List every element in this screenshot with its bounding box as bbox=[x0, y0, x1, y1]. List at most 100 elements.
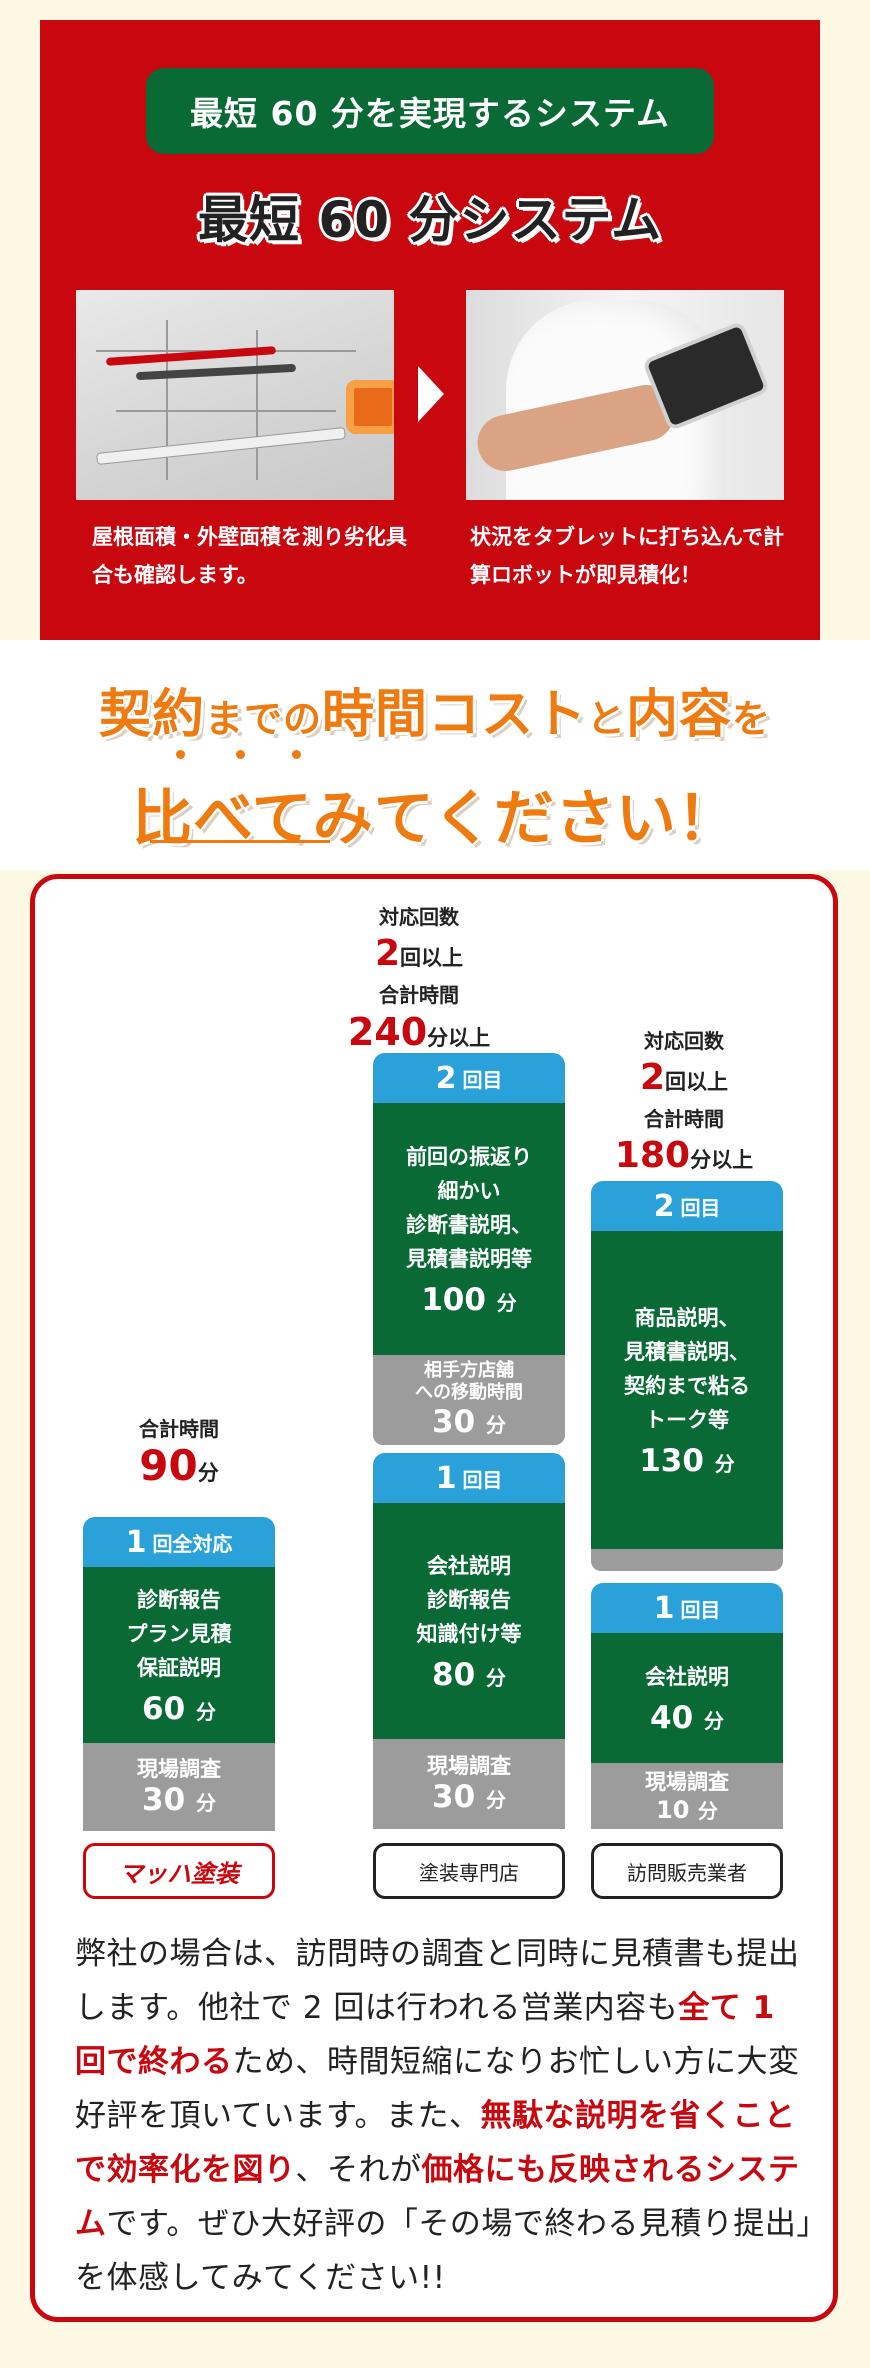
paragraph-emphasis: 全て 1 回で終わる bbox=[75, 1990, 775, 2080]
sales-content: 商品説明、 見積書説明、 契約まで粘る トーク等 130 分 bbox=[591, 1231, 783, 1549]
caption-tablet: 状況をタブレットに打ち込んで計算ロボットが即見積化！ bbox=[470, 525, 784, 587]
content-minutes: 130 分 bbox=[591, 1443, 783, 1479]
col1-block: 1 回全対応 診断報告 プラン見積 保証説明 60 分 現場調査 30 分 bbox=[83, 1517, 275, 1831]
vendor-door-to-door: 訪問販売業者 bbox=[591, 1843, 783, 1899]
blueprint-line bbox=[166, 320, 168, 480]
heading-word: を bbox=[732, 697, 772, 741]
block-header: 1 回目 bbox=[373, 1453, 565, 1503]
emphasis-dot bbox=[176, 750, 185, 759]
content-line: 診断書説明、 bbox=[406, 1213, 532, 1237]
tape-measure-icon bbox=[346, 380, 394, 434]
block-header: 2 回目 bbox=[591, 1181, 783, 1231]
survey-label: 現場調査 bbox=[427, 1754, 511, 1778]
content-line: 保証説明 bbox=[137, 1656, 221, 1680]
minutes-unit: 分 bbox=[485, 1788, 506, 1812]
minutes-value: 60 bbox=[142, 1691, 186, 1727]
emphasis-dot bbox=[236, 750, 245, 759]
heading-word: 契約 bbox=[98, 685, 205, 745]
content-line: 会社説明 bbox=[427, 1554, 511, 1578]
content-minutes: 40 分 bbox=[591, 1700, 783, 1736]
minutes-value: 30 bbox=[432, 1779, 476, 1815]
minutes-unit: 分 bbox=[714, 1452, 735, 1476]
visit-number: 1 bbox=[125, 1524, 147, 1560]
visit-number: 1 bbox=[435, 1460, 457, 1496]
explanation-paragraph: 弊社の場合は、訪問時の調査と同時に見積書も提出します。他社で 2 回は行われる営… bbox=[75, 1927, 815, 2305]
heading-line-1: 契約までの時間コストと内容を bbox=[0, 672, 870, 747]
compare-heading: 契約までの時間コストと内容を 比べてみてください！ bbox=[0, 640, 870, 870]
visit-count-value: 2 bbox=[639, 1057, 666, 1098]
col2-second-visit: 2 回目 前回の振返り 細かい 診断書説明、 見積書説明等 100 分 相手方店舗… bbox=[373, 1053, 565, 1445]
blueprint-photo bbox=[76, 290, 394, 500]
site-survey: 現場調査 30 分 bbox=[83, 1743, 275, 1831]
paragraph-emphasis: 無駄な説明を省くことで効率化を図り bbox=[75, 2098, 796, 2188]
total-time-unit: 分以上 bbox=[690, 1148, 754, 1172]
total-time-value: 90 bbox=[139, 1441, 198, 1490]
heading-underline bbox=[150, 840, 330, 843]
minutes-unit: 分 bbox=[485, 1413, 506, 1437]
heading-word: と bbox=[587, 697, 627, 741]
paragraph-emphasis: 価格にも反映されるシステム bbox=[75, 2152, 800, 2242]
col1-summary: 合計時間 90分 bbox=[83, 1415, 275, 1489]
minutes-unit: 分 bbox=[195, 1791, 216, 1815]
visit-number: 2 bbox=[653, 1188, 675, 1224]
sales-content: 診断報告 プラン見積 保証説明 60 分 bbox=[83, 1567, 275, 1743]
heading-line-2: 比べてみてください！ bbox=[132, 784, 738, 854]
total-time: 240分以上 bbox=[348, 1010, 490, 1054]
heading-word: までの bbox=[204, 697, 322, 741]
sales-content: 会社説明 診断報告 知識付け等 80 分 bbox=[373, 1503, 565, 1739]
survey-label: 現場調査 bbox=[645, 1769, 729, 1794]
site-survey: 現場調査 30 分 bbox=[373, 1739, 565, 1829]
col3-first-visit: 1 回目 会社説明 40 分 現場調査 10 分 bbox=[591, 1583, 783, 1829]
travel-label: 相手方店舗 bbox=[424, 1360, 514, 1381]
visit-count-unit: 回以上 bbox=[400, 946, 464, 970]
total-time: 180分以上 bbox=[615, 1135, 753, 1176]
visit-label: 回目 bbox=[462, 1467, 503, 1492]
minutes-unit: 分 bbox=[496, 1291, 517, 1315]
tablet-photo bbox=[466, 290, 784, 500]
heading-word: 時間コスト bbox=[321, 685, 587, 745]
survey-minutes: 30 分 bbox=[83, 1782, 275, 1818]
content-line: 見積書説明、 bbox=[624, 1340, 750, 1364]
paragraph-text: です。ぜひ大好評の「その場で終わる見積り提出」を体感してみてください!! bbox=[75, 2206, 813, 2296]
block-header: 1 回全対応 bbox=[83, 1517, 275, 1567]
sales-content: 会社説明 40 分 bbox=[591, 1633, 783, 1763]
visit-count-label: 対応回数 bbox=[644, 1029, 724, 1053]
content-line: 商品説明、 bbox=[634, 1306, 740, 1330]
content-line: 診断報告 bbox=[137, 1588, 221, 1612]
paragraph-text: ため、時間短縮になりお忙しい方に大変好評を頂いています。また、 bbox=[75, 2044, 800, 2134]
paragraph-text: 弊社の場合は、訪問時の調査と同時に見積書も提出します。他社で 2 回は行われる営… bbox=[75, 1936, 800, 2026]
minutes-value: 130 bbox=[639, 1443, 704, 1479]
blueprint-line bbox=[116, 410, 336, 412]
comparison-panel: 合計時間 90分 1 回全対応 診断報告 プラン見積 保証説明 60 分 現場調査… bbox=[30, 874, 838, 2322]
content-minutes: 60 分 bbox=[83, 1691, 275, 1727]
content-line: プラン見積 bbox=[126, 1622, 232, 1646]
total-time-unit: 分 bbox=[197, 1461, 219, 1485]
content-line: 前回の振返り bbox=[406, 1145, 532, 1169]
system-banner: 最短 60 分を実現するシステム 最短 60 分システム 屋根面積・外壁面積を測… bbox=[40, 20, 820, 640]
total-time-label: 合計時間 bbox=[139, 1417, 219, 1441]
col2-first-visit: 1 回目 会社説明 診断報告 知識付け等 80 分 現場調査 30 分 bbox=[373, 1453, 565, 1829]
travel-label: への移動時間 bbox=[415, 1382, 523, 1403]
visit-count-value: 2 bbox=[374, 933, 401, 974]
content-line: トーク等 bbox=[645, 1408, 729, 1432]
visit-count-label: 対応回数 bbox=[379, 905, 459, 929]
travel-time: 相手方店舗 への移動時間 30 分 bbox=[373, 1355, 565, 1445]
content-minutes: 100 分 bbox=[373, 1282, 565, 1318]
total-time-unit: 分以上 bbox=[427, 1026, 491, 1050]
system-pill: 最短 60 分を実現するシステム bbox=[146, 68, 714, 154]
visit-count: 2回以上 bbox=[375, 933, 463, 974]
minutes-value: 30 bbox=[142, 1782, 186, 1818]
visit-count: 2回以上 bbox=[640, 1057, 728, 1098]
total-time-label: 合計時間 bbox=[379, 983, 459, 1007]
total-time-value: 180 bbox=[614, 1135, 691, 1176]
visit-label: 回目 bbox=[680, 1195, 721, 1220]
minutes-value: 80 bbox=[432, 1657, 476, 1693]
minutes-unit: 分 bbox=[485, 1666, 506, 1690]
content-line: 診断報告 bbox=[427, 1588, 511, 1612]
travel-time-bar bbox=[591, 1549, 783, 1571]
paragraph-text: 、それが bbox=[295, 2152, 422, 2188]
content-line: 知識付け等 bbox=[416, 1622, 522, 1646]
content-line: 会社説明 bbox=[645, 1665, 729, 1689]
emphasis-dot bbox=[292, 750, 301, 759]
survey-minutes: 30 分 bbox=[373, 1779, 565, 1815]
